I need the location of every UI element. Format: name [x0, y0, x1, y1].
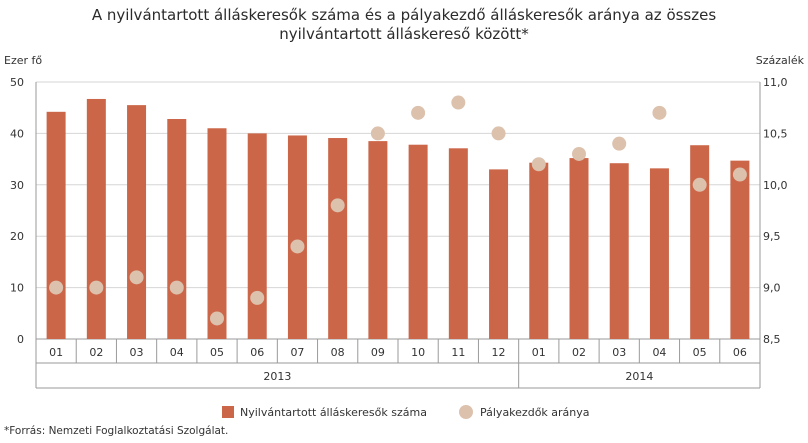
year-label: 2013	[263, 370, 291, 383]
bar	[730, 160, 750, 339]
y-tick-label-left: 50	[10, 76, 24, 89]
y-tick-label-right: 8,5	[763, 333, 781, 346]
y-axis-label-right: Százalék	[756, 54, 805, 67]
bar	[690, 145, 710, 339]
footnote: *Forrás: Nemzeti Foglalkoztatási Szolgál…	[4, 425, 229, 437]
bar	[247, 133, 267, 339]
bar	[489, 169, 509, 339]
x-tick-label: 01	[532, 346, 546, 359]
scatter-point	[129, 270, 144, 285]
y-tick-label-right: 10,5	[763, 127, 788, 140]
x-tick-label: 09	[371, 346, 385, 359]
chart-title-line-1: A nyilvántartott álláskeresők száma és a…	[91, 6, 717, 24]
bar	[127, 105, 147, 339]
scatter-point	[692, 177, 707, 192]
y-axis-label-left: Ezer fő	[4, 54, 42, 67]
scatter-point	[250, 290, 265, 305]
legend-label-bars: Nyilvántartott álláskeresők száma	[240, 406, 427, 419]
chart-title-line-2: nyilvántartott álláskereső között*	[279, 25, 529, 43]
bar	[46, 111, 66, 339]
bar	[207, 128, 227, 339]
scatter-point	[290, 239, 305, 254]
scatter-point	[652, 105, 667, 120]
y-tick-label-left: 0	[17, 333, 24, 346]
y-tick-label-right: 11,0	[763, 76, 788, 89]
x-tick-label: 11	[451, 346, 465, 359]
x-tick-label: 04	[170, 346, 184, 359]
scatter-point	[612, 136, 627, 151]
scatter-point	[49, 280, 64, 295]
y-tick-label-left: 10	[10, 282, 24, 295]
x-tick-label: 01	[49, 346, 63, 359]
y-tick-label-right: 9,5	[763, 230, 781, 243]
scatter-point	[491, 126, 506, 141]
x-tick-label: 10	[411, 346, 425, 359]
scatter-point	[411, 105, 426, 120]
x-tick-label: 02	[89, 346, 103, 359]
legend-swatch-points	[459, 405, 473, 419]
scatter-point	[330, 198, 345, 213]
legend-swatch-bars	[222, 406, 234, 418]
bar	[529, 162, 549, 339]
bar	[167, 119, 187, 340]
scatter-point	[451, 95, 466, 110]
scatter-point	[169, 280, 184, 295]
y-tick-label-left: 40	[10, 127, 24, 140]
bar	[368, 141, 388, 339]
x-tick-label: 06	[733, 346, 747, 359]
bar	[649, 168, 669, 339]
x-tick-label: 12	[492, 346, 506, 359]
year-label: 2014	[625, 370, 653, 383]
legend-label-points: Pályakezdők aránya	[480, 406, 590, 419]
x-tick-label: 03	[130, 346, 144, 359]
bar	[569, 158, 589, 339]
y-tick-label-right: 10,0	[763, 179, 788, 192]
x-tick-label: 06	[250, 346, 264, 359]
scatter-point	[210, 311, 224, 326]
bar	[287, 135, 307, 339]
x-tick-label: 03	[612, 346, 626, 359]
x-tick-label: 05	[693, 346, 707, 359]
bar	[86, 98, 106, 339]
bar	[609, 163, 629, 339]
scatter-point	[531, 157, 546, 172]
scatter-point	[732, 167, 747, 182]
scatter-point	[89, 280, 104, 295]
y-tick-label-left: 20	[10, 230, 24, 243]
x-tick-label: 05	[210, 346, 224, 359]
scatter-point	[370, 126, 385, 141]
x-tick-label: 07	[290, 346, 304, 359]
bar	[448, 148, 468, 339]
scatter-point	[572, 146, 586, 161]
chart-title: A nyilvántartott álláskeresők száma és a…	[0, 6, 808, 44]
y-tick-label-left: 30	[10, 179, 24, 192]
x-tick-label: 02	[572, 346, 586, 359]
bar	[408, 144, 428, 339]
x-tick-label: 04	[652, 346, 666, 359]
y-tick-label-right: 9,0	[763, 282, 781, 295]
bar	[328, 138, 348, 339]
x-tick-label: 08	[331, 346, 345, 359]
